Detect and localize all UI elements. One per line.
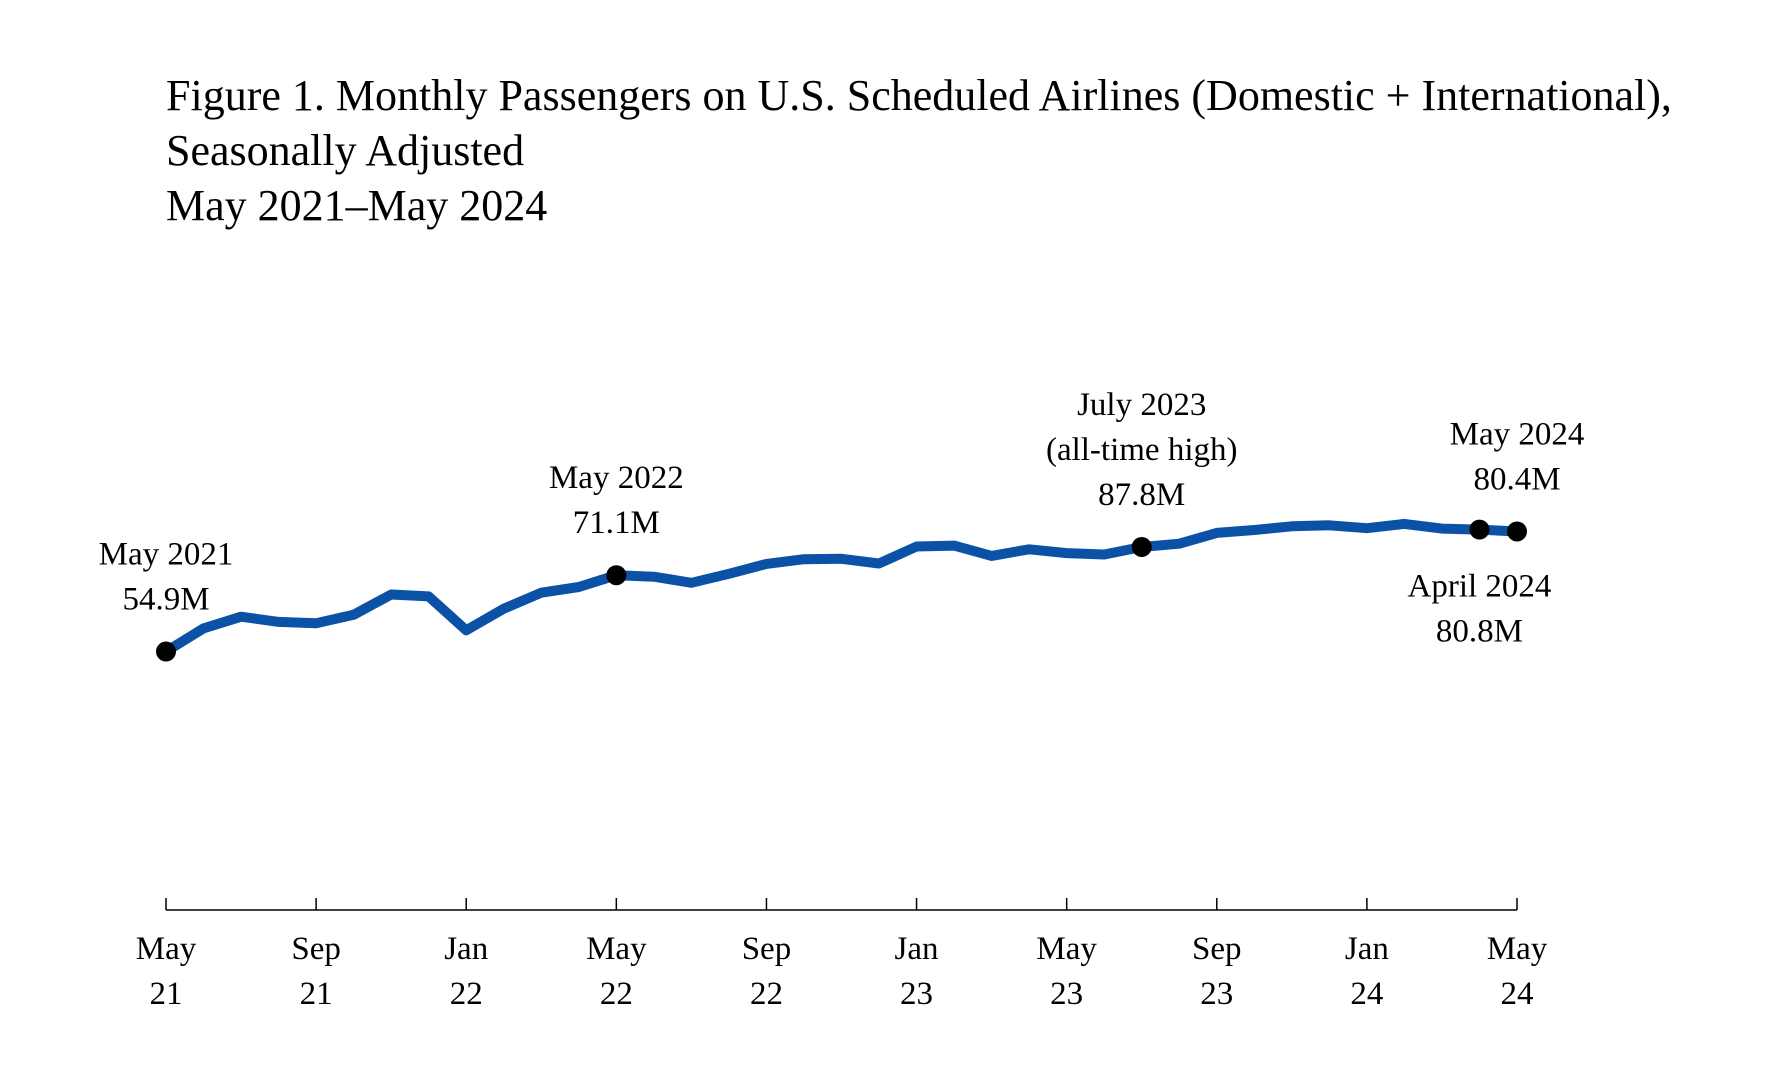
- x-tick-label-month: May: [586, 931, 647, 967]
- x-tick-label: Sep 23: [1192, 931, 1242, 1012]
- x-tick-label: Jan 23: [895, 931, 939, 1012]
- x-tick-label-month: Sep: [1192, 931, 1242, 967]
- annotation-label: May 2022 71.1M: [549, 460, 684, 541]
- x-tick-label: Jan 24: [1345, 931, 1389, 1012]
- x-tick-label-month: Jan: [1345, 931, 1389, 967]
- annotation-label-line: (all-time high): [1046, 432, 1238, 468]
- annotation-label-line: 54.9M: [122, 582, 209, 618]
- annotation-marker: [156, 641, 176, 662]
- annotation-label-line: May 2022: [549, 460, 684, 496]
- x-tick-label-month: May: [1036, 931, 1097, 967]
- annotation-label: July 2023 (all-time high) 87.8M: [1046, 387, 1238, 513]
- annotation-marker: [1469, 519, 1490, 540]
- x-tick-label-year: 24: [1501, 976, 1534, 1012]
- chart-subtitle: Seasonally Adjusted: [166, 126, 525, 175]
- x-tick-label-year: 22: [600, 976, 633, 1012]
- series-line: [161, 518, 1522, 657]
- x-tick-label-year: 22: [750, 976, 783, 1012]
- annotation-label-line: 71.1M: [573, 505, 660, 541]
- x-tick-label-year: 21: [300, 976, 333, 1012]
- x-tick-label: May 22: [586, 931, 647, 1012]
- annotation-marker: [1131, 536, 1152, 557]
- annotation-label-line: July 2023: [1077, 387, 1206, 423]
- x-tick-label-month: May: [1487, 931, 1548, 967]
- x-tick-label-month: Sep: [742, 931, 792, 967]
- x-tick-label-year: 24: [1350, 976, 1383, 1012]
- x-tick-label: May 24: [1487, 931, 1548, 1012]
- x-tick-label-year: 21: [150, 976, 183, 1012]
- x-tick-label-year: 23: [1050, 976, 1083, 1012]
- x-tick-label: Sep 22: [742, 931, 792, 1012]
- annotation-label: May 2024 80.4M: [1450, 416, 1585, 497]
- x-tick-label-month: May: [136, 931, 197, 967]
- x-tick-label-year: 22: [450, 976, 483, 1012]
- x-tick-label: May 21: [136, 931, 197, 1012]
- annotation-marker: [606, 565, 627, 586]
- chart-title-block: Figure 1. Monthly Passengers on U.S. Sch…: [166, 68, 1672, 233]
- annotation-label: April 2024 80.8M: [1408, 569, 1552, 650]
- x-tick-label: May 23: [1036, 931, 1097, 1012]
- annotation-label-line: 87.8M: [1098, 477, 1185, 513]
- annotation-label-line: May 2021: [99, 537, 234, 573]
- chart-period: May 2021–May 2024: [166, 181, 548, 230]
- annotation-label-line: 80.4M: [1473, 461, 1560, 497]
- x-tick-label-month: Jan: [895, 931, 939, 967]
- x-tick-label-month: Sep: [291, 931, 341, 967]
- x-tick-label-month: Jan: [444, 931, 488, 967]
- annotation-label-line: May 2024: [1450, 416, 1585, 452]
- annotation-label-line: 80.8M: [1436, 614, 1523, 650]
- x-tick-label-year: 23: [1200, 976, 1233, 1012]
- chart-title: Figure 1. Monthly Passengers on U.S. Sch…: [166, 71, 1672, 120]
- x-tick-label-year: 23: [900, 976, 933, 1012]
- annotation-marker: [1507, 521, 1527, 542]
- x-tick-label: Sep 21: [291, 931, 341, 1012]
- annotation-label: May 2021 54.9M: [99, 537, 234, 618]
- x-tick-label: Jan 22: [444, 931, 488, 1012]
- annotation-label-line: April 2024: [1408, 569, 1552, 605]
